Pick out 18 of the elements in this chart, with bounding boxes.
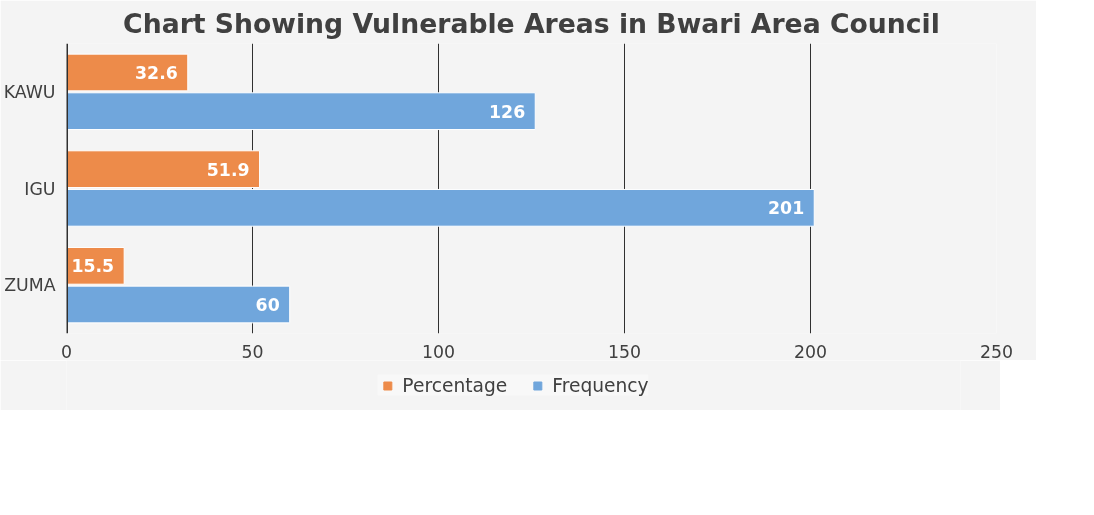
legend-label: Frequency — [552, 374, 649, 396]
x-tick-label: 200 — [793, 341, 828, 362]
y-tick-label: ZUMA — [4, 275, 56, 296]
x-tick-label: 150 — [607, 341, 642, 362]
y-tick-label: KAWU — [3, 81, 56, 102]
data-label: 51.9 — [206, 159, 250, 180]
y-tick-label: IGU — [24, 178, 56, 199]
data-label: 201 — [768, 198, 805, 219]
x-tick-label: 250 — [979, 341, 1014, 362]
x-tick-label: 50 — [241, 341, 264, 362]
data-label: 126 — [489, 101, 526, 122]
x-tick-label: 100 — [421, 341, 456, 362]
data-label: 60 — [255, 295, 280, 315]
data-label: 32.6 — [135, 63, 178, 83]
data-label: 15.5 — [71, 256, 115, 277]
x-tick-label: 0 — [60, 341, 73, 362]
chart-title: Chart Showing Vulnerable Areas in Bwari Area Council — [123, 7, 940, 39]
legend-label: Percentage — [402, 374, 508, 396]
